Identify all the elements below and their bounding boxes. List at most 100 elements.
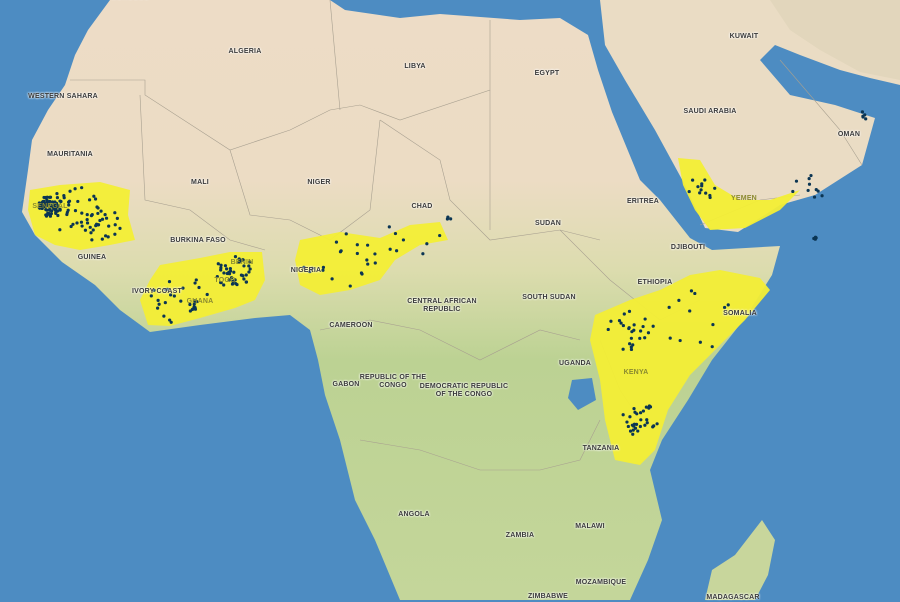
data-point[interactable]	[646, 331, 651, 335]
data-point[interactable]	[631, 343, 635, 347]
data-point[interactable]	[230, 282, 235, 286]
data-point[interactable]	[678, 338, 682, 343]
data-point[interactable]	[85, 221, 90, 225]
data-point[interactable]	[219, 263, 223, 267]
data-point[interactable]	[55, 191, 59, 196]
data-point[interactable]	[696, 185, 700, 189]
data-point[interactable]	[655, 422, 659, 426]
data-point[interactable]	[232, 270, 236, 274]
data-point[interactable]	[223, 264, 228, 268]
data-point[interactable]	[713, 186, 717, 190]
data-point[interactable]	[627, 326, 631, 330]
data-point[interactable]	[94, 222, 99, 226]
data-point[interactable]	[37, 205, 41, 210]
data-point[interactable]	[56, 213, 60, 218]
data-point[interactable]	[67, 199, 72, 203]
data-point[interactable]	[643, 423, 647, 427]
data-point[interactable]	[794, 179, 799, 183]
data-point[interactable]	[629, 336, 633, 340]
data-point[interactable]	[387, 225, 391, 229]
data-point[interactable]	[395, 249, 399, 253]
data-point[interactable]	[321, 265, 326, 269]
data-point[interactable]	[366, 243, 370, 247]
data-point[interactable]	[89, 231, 93, 235]
data-point[interactable]	[48, 195, 52, 199]
data-point[interactable]	[704, 191, 708, 195]
data-point[interactable]	[45, 198, 49, 203]
data-point[interactable]	[244, 273, 248, 277]
data-point[interactable]	[643, 317, 647, 321]
data-point[interactable]	[699, 188, 703, 192]
data-point[interactable]	[239, 258, 243, 263]
data-point[interactable]	[45, 208, 49, 212]
data-point[interactable]	[359, 271, 364, 275]
data-point[interactable]	[90, 238, 94, 242]
data-point[interactable]	[814, 187, 818, 192]
data-point[interactable]	[698, 340, 702, 344]
data-point[interactable]	[617, 319, 622, 323]
data-point[interactable]	[98, 218, 102, 223]
data-point[interactable]	[365, 258, 369, 262]
data-point[interactable]	[711, 322, 715, 327]
data-point[interactable]	[700, 184, 704, 188]
data-point[interactable]	[149, 294, 153, 298]
data-point[interactable]	[239, 273, 244, 277]
data-point[interactable]	[107, 224, 111, 228]
data-point[interactable]	[222, 283, 226, 287]
data-point[interactable]	[41, 199, 45, 204]
data-point[interactable]	[106, 235, 110, 239]
data-point[interactable]	[334, 240, 339, 244]
data-point[interactable]	[229, 276, 234, 280]
data-point[interactable]	[73, 209, 78, 213]
data-point[interactable]	[622, 312, 626, 316]
data-point[interactable]	[330, 277, 334, 281]
data-point[interactable]	[632, 328, 636, 332]
data-point[interactable]	[58, 208, 62, 212]
data-point[interactable]	[373, 252, 377, 256]
data-point[interactable]	[388, 247, 392, 251]
data-point[interactable]	[641, 409, 645, 413]
data-point[interactable]	[58, 199, 62, 203]
data-point[interactable]	[366, 262, 370, 266]
data-point[interactable]	[632, 407, 636, 411]
data-point[interactable]	[689, 289, 694, 293]
data-point[interactable]	[233, 255, 238, 259]
data-point[interactable]	[445, 217, 449, 221]
data-point[interactable]	[42, 195, 46, 200]
data-point[interactable]	[100, 237, 104, 241]
data-point[interactable]	[162, 314, 166, 318]
data-point[interactable]	[690, 178, 695, 182]
data-point[interactable]	[425, 242, 429, 246]
data-point[interactable]	[193, 307, 198, 311]
data-point[interactable]	[632, 424, 636, 428]
data-point[interactable]	[194, 278, 198, 282]
data-point[interactable]	[639, 418, 643, 422]
data-point[interactable]	[247, 270, 251, 274]
data-point[interactable]	[85, 217, 89, 222]
data-point[interactable]	[152, 288, 156, 292]
data-point[interactable]	[807, 182, 812, 186]
data-point[interactable]	[113, 211, 117, 215]
data-point[interactable]	[806, 188, 810, 193]
data-point[interactable]	[67, 203, 71, 207]
data-point[interactable]	[163, 301, 167, 305]
data-point[interactable]	[687, 189, 691, 194]
data-point[interactable]	[807, 177, 811, 181]
data-point[interactable]	[627, 309, 632, 313]
data-point[interactable]	[355, 251, 359, 256]
data-point[interactable]	[688, 309, 692, 313]
data-point[interactable]	[90, 213, 94, 217]
data-point[interactable]	[628, 415, 632, 419]
data-point[interactable]	[115, 216, 119, 220]
data-point[interactable]	[628, 429, 633, 433]
data-point[interactable]	[96, 211, 100, 216]
data-point[interactable]	[227, 278, 231, 282]
data-point[interactable]	[244, 280, 248, 284]
data-point[interactable]	[308, 269, 312, 274]
data-point[interactable]	[188, 309, 192, 313]
data-point[interactable]	[104, 216, 109, 220]
data-point[interactable]	[219, 281, 223, 285]
data-point[interactable]	[638, 336, 642, 340]
data-point[interactable]	[40, 205, 45, 209]
